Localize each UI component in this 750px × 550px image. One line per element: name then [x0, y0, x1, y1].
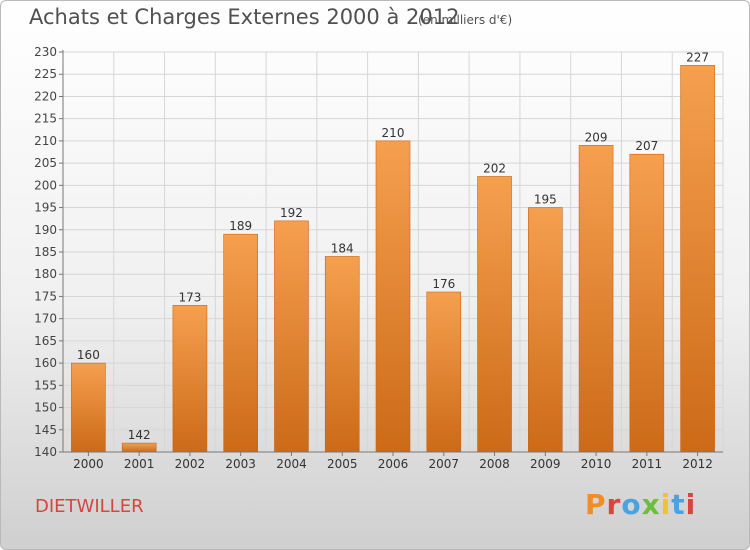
- bar: [680, 65, 715, 453]
- bar-value-label: 210: [382, 126, 405, 140]
- y-tick-label: 205: [34, 156, 57, 170]
- bar: [121, 442, 157, 453]
- x-tick-label: 2007: [428, 457, 459, 471]
- x-tick-label: 2005: [327, 457, 358, 471]
- bar: [71, 362, 106, 453]
- bar-value-label: 142: [128, 428, 151, 442]
- y-tick-label: 185: [34, 245, 57, 259]
- y-tick-label: 165: [34, 334, 57, 348]
- bar-value-label: 192: [280, 206, 303, 220]
- x-tick-label: 2011: [632, 457, 663, 471]
- y-tick-label: 145: [34, 423, 57, 437]
- bar: [477, 176, 512, 453]
- y-tick-label: 160: [34, 356, 57, 370]
- bar-value-label: 184: [331, 241, 354, 255]
- bar: [274, 220, 309, 453]
- bar-value-label: 173: [178, 290, 201, 304]
- y-tick-label: 170: [34, 312, 57, 326]
- bar-value-label: 209: [585, 130, 608, 144]
- y-tick-label: 155: [34, 378, 57, 392]
- y-tick-label: 230: [34, 45, 57, 59]
- x-tick-label: 2003: [225, 457, 256, 471]
- y-tick-label: 190: [34, 223, 57, 237]
- y-tick-label: 200: [34, 178, 57, 192]
- bar: [324, 256, 360, 453]
- bar-value-label: 207: [635, 139, 658, 153]
- y-tick-label: 210: [34, 134, 57, 148]
- x-tick-label: 2008: [479, 457, 510, 471]
- x-tick-label: 2001: [124, 457, 155, 471]
- bar: [528, 207, 563, 453]
- y-tick-label: 180: [34, 267, 57, 281]
- chart-title: Achats et Charges Externes 2000 à 2012: [29, 5, 460, 29]
- y-tick-label: 195: [34, 201, 57, 215]
- bar: [578, 145, 614, 453]
- bar-value-label: 189: [229, 219, 252, 233]
- bar-value-label: 227: [686, 50, 709, 64]
- bar-value-label: 176: [432, 277, 455, 291]
- logo-letter: x: [641, 488, 661, 521]
- bar: [375, 140, 411, 453]
- x-tick-label: 2012: [682, 457, 713, 471]
- y-tick-label: 175: [34, 289, 57, 303]
- logo-letter: t: [671, 488, 686, 521]
- chart-unit-label: (en milliers d'€): [418, 13, 513, 27]
- proxiti-logo[interactable]: Proxiti: [585, 488, 696, 521]
- location-label: DIETWILLER: [35, 496, 144, 517]
- x-tick-label: 2009: [530, 457, 561, 471]
- bars: 160 142 173 189 192 184 210 176 202 195 209 207 227: [71, 50, 715, 453]
- bar: [172, 305, 208, 453]
- logo-letter: i: [660, 488, 672, 521]
- y-tick-label: 150: [34, 401, 57, 415]
- y-tick-label: 215: [34, 112, 57, 126]
- logo-letter: o: [621, 488, 642, 521]
- x-tick-label: 2006: [378, 457, 409, 471]
- logo-letter: r: [606, 488, 622, 521]
- logo-letter: i: [685, 488, 697, 521]
- bar-value-label: 202: [483, 161, 506, 175]
- bar-value-label: 195: [534, 193, 557, 207]
- axes: 1401451501551601651701751801851901952002…: [34, 45, 723, 471]
- x-tick-label: 2004: [276, 457, 307, 471]
- bar: [426, 291, 462, 453]
- x-tick-label: 2010: [581, 457, 612, 471]
- logo-letter: P: [585, 488, 607, 521]
- y-tick-label: 220: [34, 89, 57, 103]
- y-tick-label: 140: [34, 445, 57, 459]
- x-tick-label: 2000: [73, 457, 104, 471]
- bar: [223, 233, 258, 453]
- bar: [629, 153, 665, 453]
- x-tick-label: 2002: [175, 457, 206, 471]
- bar-value-label: 160: [77, 348, 100, 362]
- y-tick-label: 225: [34, 67, 57, 81]
